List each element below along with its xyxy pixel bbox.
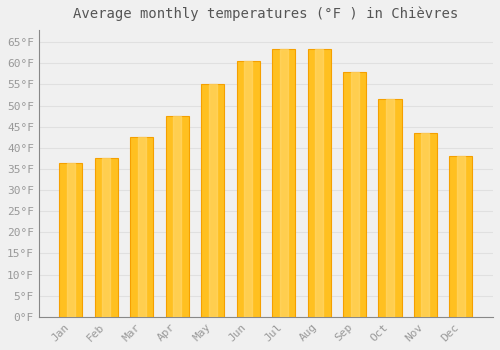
Bar — [130, 137, 154, 317]
Bar — [386, 99, 394, 317]
Bar — [457, 156, 465, 317]
Bar — [166, 116, 189, 317]
Bar — [350, 72, 358, 317]
Bar — [422, 133, 430, 317]
Bar — [201, 84, 224, 317]
Bar — [280, 49, 287, 317]
Bar — [138, 137, 146, 317]
Bar — [208, 84, 217, 317]
Bar — [244, 61, 252, 317]
Bar — [60, 163, 82, 317]
Bar — [67, 163, 75, 317]
Bar — [174, 116, 182, 317]
Title: Average monthly temperatures (°F ) in Chièvres: Average monthly temperatures (°F ) in Ch… — [74, 7, 458, 21]
Bar — [343, 72, 366, 317]
Bar — [378, 99, 402, 317]
Bar — [102, 159, 110, 317]
Bar — [315, 49, 323, 317]
Bar — [95, 159, 118, 317]
Bar — [272, 49, 295, 317]
Bar — [236, 61, 260, 317]
Bar — [414, 133, 437, 317]
Bar — [450, 156, 472, 317]
Bar — [308, 49, 330, 317]
